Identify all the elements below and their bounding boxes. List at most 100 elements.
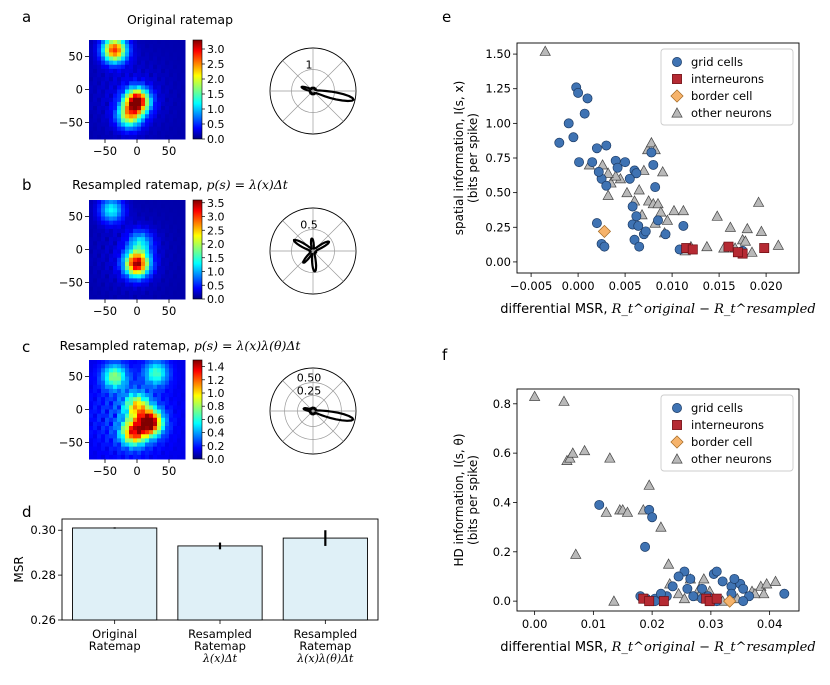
heatmap-cell <box>149 282 154 288</box>
heatmap-cell <box>133 393 138 398</box>
heatmap-cell <box>169 97 174 103</box>
heatmap-cell <box>105 224 110 230</box>
heatmap-cell <box>177 81 182 86</box>
heatmap-cell <box>173 220 178 226</box>
heatmap-cell <box>113 68 118 74</box>
heatmap-cell <box>161 278 166 284</box>
other-neuron-point <box>610 170 622 181</box>
heatmap-cell <box>149 397 154 402</box>
grid-cell-point <box>582 93 593 104</box>
heatmap-cell <box>117 270 122 275</box>
heatmap-cell <box>173 64 178 70</box>
heatmap-cell <box>133 286 138 292</box>
heatmap-cell <box>177 270 182 275</box>
heatmap-cell <box>97 421 102 427</box>
heatmap-cell <box>177 52 182 58</box>
heatmap-cell <box>93 118 98 124</box>
heatmap-cell <box>137 409 142 415</box>
heatmap-cell <box>141 97 146 103</box>
heatmap-cell <box>177 93 182 99</box>
heatmap-cell <box>141 118 146 124</box>
heatmap-cell <box>125 368 130 373</box>
legend-label: interneurons <box>691 72 764 86</box>
panel-letter-b: b <box>22 176 32 194</box>
heatmap-cell <box>133 56 138 62</box>
y-tick-label: 1.00 <box>485 116 511 130</box>
colorbar-tick-label: 2.5 <box>207 224 225 237</box>
heatmap-cell <box>125 228 130 234</box>
grid-cell-point <box>738 596 749 607</box>
heatmap-cell <box>97 405 102 411</box>
heatmap-cell <box>149 294 154 300</box>
heatmap-cell <box>125 290 130 296</box>
heatmap-cell <box>93 40 98 45</box>
heatmap-cell <box>153 220 158 226</box>
heatmap-cell <box>133 48 138 53</box>
heatmap-cell <box>169 118 174 124</box>
heatmap-cell <box>93 216 98 222</box>
heatmap-cell <box>101 200 106 205</box>
heatmap-cell <box>109 216 114 222</box>
heatmap-cell <box>133 40 138 45</box>
interneuron-point <box>658 596 669 607</box>
heatmap-cell <box>105 228 110 234</box>
heatmap-cell <box>97 372 102 378</box>
heatmap-cell <box>133 397 138 402</box>
heatmap-cell <box>149 204 154 209</box>
heatmap-cell <box>165 278 170 284</box>
heatmap-cell <box>105 114 110 119</box>
heatmap-cell <box>117 294 122 300</box>
heatmap-cell <box>181 110 186 115</box>
heatmap-cell <box>93 200 98 205</box>
heatmap-cell <box>181 122 186 128</box>
heatmap-cell <box>181 417 186 423</box>
y-tick-label: −50 <box>59 436 83 450</box>
heatmap-cell <box>105 40 110 45</box>
x-tick-label: 0 <box>133 304 140 318</box>
heatmap-cell <box>117 233 122 238</box>
heatmap-cell <box>121 380 126 386</box>
heatmap-cell <box>129 426 134 431</box>
heatmap-cell <box>97 85 102 91</box>
heatmap-cell <box>149 384 154 390</box>
heatmap-cell <box>117 122 122 128</box>
heatmap-cell <box>121 85 126 91</box>
grid-cell-point <box>601 180 612 191</box>
heatmap-cell <box>181 130 186 136</box>
heatmap-cell <box>145 278 150 284</box>
heatmap-cell <box>165 397 170 402</box>
heatmap-cell <box>153 372 158 378</box>
heatmap-cell <box>181 220 186 226</box>
colorbar-tick-label: 0.4 <box>207 427 225 440</box>
heatmap-cell <box>173 442 178 448</box>
heatmap-cell <box>137 286 142 292</box>
heatmap-cell <box>161 426 166 431</box>
heatmap-cell <box>157 401 162 406</box>
heatmap-cell <box>125 253 130 259</box>
heatmap-cell <box>121 286 126 292</box>
heatmap-cell <box>109 360 114 365</box>
heatmap-cell <box>141 368 146 373</box>
heatmap-cell <box>173 212 178 218</box>
heatmap-cell <box>133 360 138 365</box>
heatmap-cell <box>177 417 182 423</box>
heatmap-cell <box>149 261 154 267</box>
heatmap-cell <box>137 204 142 209</box>
heatmap-cell <box>117 413 122 419</box>
heatmap-cell <box>165 270 170 275</box>
heatmap-cell <box>125 114 130 119</box>
heatmap-cell <box>137 376 142 382</box>
heatmap-cell <box>181 253 186 259</box>
heatmap-cell <box>113 134 118 140</box>
other-neuron-point <box>657 166 669 177</box>
heatmap-cell <box>173 126 178 132</box>
heatmap-cell <box>173 438 178 444</box>
heatmap-cell <box>121 52 126 58</box>
heatmap-cell <box>97 393 102 398</box>
heatmap-cell <box>145 52 150 58</box>
heatmap-cell <box>157 270 162 275</box>
y-tick-label: 50 <box>68 370 83 384</box>
heatmap-cell <box>157 126 162 132</box>
heatmap-cell <box>173 60 178 66</box>
heatmap-cell <box>141 266 146 271</box>
